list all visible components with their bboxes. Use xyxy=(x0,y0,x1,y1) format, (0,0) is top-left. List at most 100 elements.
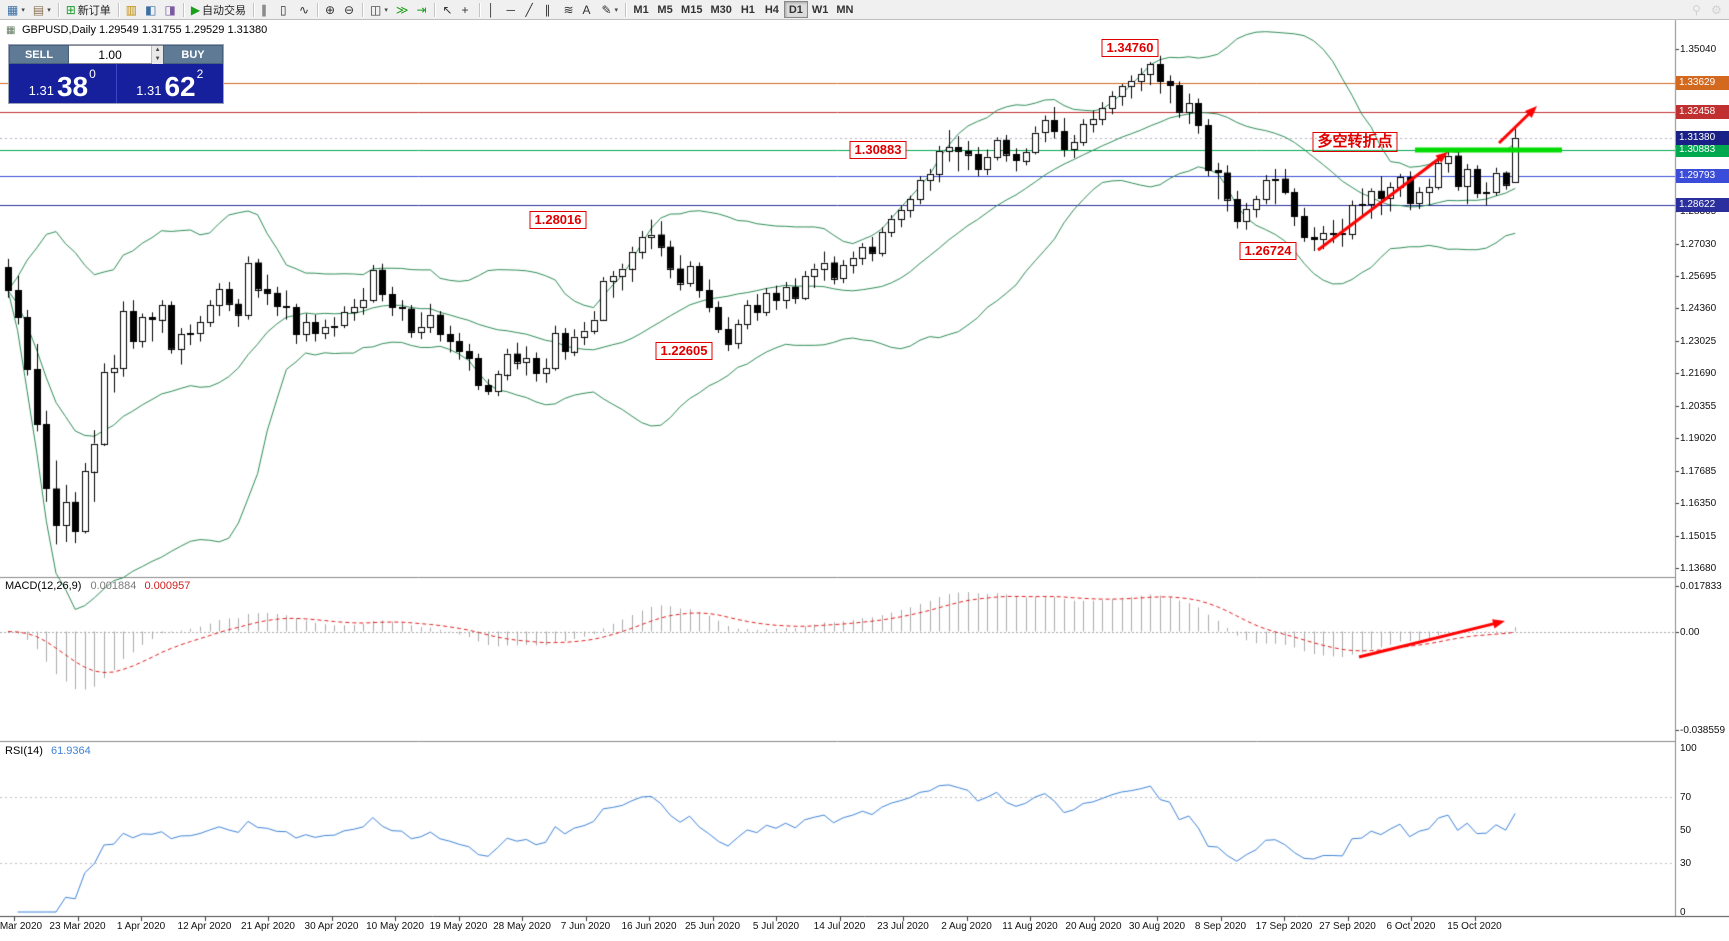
timeframe-m15-button-label: M15 xyxy=(681,3,703,16)
spin-up-icon[interactable]: ▲ xyxy=(152,46,163,55)
zoom-in-button[interactable]: ⊕ xyxy=(321,1,340,18)
sell-price-sup: 0 xyxy=(89,67,96,81)
auto-scroll-button[interactable]: ≫ xyxy=(392,1,413,18)
time-axis-label: 23 Mar 2020 xyxy=(49,921,106,932)
timeframe-m15-button[interactable]: M15 xyxy=(677,1,706,18)
text-annotation[interactable]: 多空转折点 xyxy=(1312,132,1398,152)
spin-down-icon[interactable]: ▼ xyxy=(152,55,163,64)
timeframe-h1-button-label: H1 xyxy=(740,3,755,16)
search-button[interactable]: ⚲ xyxy=(1688,1,1707,18)
volume-spinner[interactable]: ▲ ▼ xyxy=(151,46,163,64)
equidistant-channel-button[interactable]: ∥ xyxy=(540,1,559,18)
candle-chart-icon: ▯ xyxy=(280,2,287,17)
text-tool-icon: A xyxy=(582,2,591,17)
time-axis-label: 7 Jun 2020 xyxy=(560,921,611,932)
timeframe-h1-button[interactable]: H1 xyxy=(736,1,760,18)
toolbar-separator xyxy=(479,2,481,17)
timeframe-m30-button[interactable]: M30 xyxy=(706,1,735,18)
toolbar-separator xyxy=(362,2,364,17)
timeframe-mn-button[interactable]: MN xyxy=(832,1,857,18)
chart-shift-button[interactable]: ⇥ xyxy=(412,1,431,18)
time-axis-label: 10 May 2020 xyxy=(366,921,424,932)
arrows-tool-button[interactable]: ✎ ▾ xyxy=(597,1,622,18)
price-axis-badge: 1.29793 xyxy=(1676,169,1729,184)
timeframe-mn-button-label: MN xyxy=(836,3,854,16)
price-label-annotation[interactable]: 1.28016 xyxy=(529,211,587,229)
time-axis-label: 12 Apr 2020 xyxy=(177,921,232,932)
vertical-line-icon: │ xyxy=(487,2,495,17)
fibonacci-button[interactable]: ≋ xyxy=(559,1,578,18)
time-axis-label: 20 Aug 2020 xyxy=(1065,921,1122,932)
price-label-annotation[interactable]: 1.30883 xyxy=(849,141,907,159)
new-order-button[interactable]: ⊞ 新订单 xyxy=(62,1,115,18)
buy-button[interactable]: BUY xyxy=(163,45,223,64)
rsi-axis-tick: 100 xyxy=(1680,743,1697,754)
horizontal-line-icon: ─ xyxy=(506,2,515,17)
trendline-button[interactable]: ╱ xyxy=(521,1,540,18)
time-axis-label: 8 Sep 2020 xyxy=(1194,921,1247,932)
search-icon: ⚲ xyxy=(1692,2,1701,17)
rsi-axis-tick: 70 xyxy=(1680,792,1692,804)
toolbar-separator xyxy=(434,2,436,17)
market-watch-icon: ▥ xyxy=(125,2,138,17)
buy-price-big: 62 xyxy=(164,71,196,103)
line-chart-button[interactable]: ∿ xyxy=(295,1,314,18)
toolbar-separator xyxy=(317,2,319,17)
price-axis-badge: 1.28622 xyxy=(1676,197,1729,212)
rsi-indicator-label: RSI(14) 61.9364 xyxy=(5,745,91,757)
profiles-button[interactable]: ▤ ▾ xyxy=(29,1,55,18)
sell-price-display[interactable]: 1.31 38 0 xyxy=(9,64,117,103)
new-chart-button[interactable]: ▦ ▾ xyxy=(3,1,29,18)
crosshair-button[interactable]: + xyxy=(457,1,476,18)
time-axis-label: 1 Apr 2020 xyxy=(116,921,166,932)
text-tool-button[interactable]: A xyxy=(578,1,597,18)
zoom-in-icon: ⊕ xyxy=(325,2,336,17)
rsi-axis-tick: 30 xyxy=(1680,857,1692,869)
settings-button[interactable]: ⚙ xyxy=(1707,1,1726,18)
price-axis-tick: 1.19020 xyxy=(1680,433,1717,445)
price-axis-tick: 1.21690 xyxy=(1680,368,1717,380)
vertical-line-button[interactable]: │ xyxy=(483,1,502,18)
volume-field: ▲ ▼ xyxy=(69,45,163,64)
macd-main-value: 0.001884 xyxy=(90,580,137,592)
macd-axis-tick: 0.017833 xyxy=(1680,580,1722,592)
navigator-button[interactable]: ◨ xyxy=(160,1,179,18)
sell-button[interactable]: SELL xyxy=(9,45,69,64)
zoom-out-button[interactable]: ⊖ xyxy=(340,1,359,18)
price-label-annotation[interactable]: 1.34760 xyxy=(1101,39,1159,57)
time-axis-label: 17 Sep 2020 xyxy=(1255,921,1313,932)
buy-price-display[interactable]: 1.31 62 2 xyxy=(117,64,224,103)
timeframe-h4-button[interactable]: H4 xyxy=(760,1,784,18)
horizontal-line-button[interactable]: ─ xyxy=(502,1,521,18)
market-watch-button[interactable]: ▥ xyxy=(122,1,141,18)
cursor-button[interactable]: ↖ xyxy=(438,1,457,18)
one-click-trading-widget: SELL ▲ ▼ BUY 1.31 38 0 1.31 62 2 xyxy=(8,44,224,104)
dropdown-arrow-icon: ▾ xyxy=(47,6,51,14)
timeframe-w1-button-label: W1 xyxy=(811,3,829,16)
autotrade-button[interactable]: ▶ 自动交易 xyxy=(187,1,250,18)
time-axis-label: 11 Aug 2020 xyxy=(1002,921,1058,932)
timeframe-m5-button[interactable]: M5 xyxy=(653,1,677,18)
buy-price-main: 1.31 xyxy=(136,83,162,99)
price-axis-badge: 1.33629 xyxy=(1676,76,1729,91)
toolbar-separator xyxy=(182,2,184,17)
timeframe-m5-button-label: M5 xyxy=(657,3,673,16)
price-label-annotation[interactable]: 1.26724 xyxy=(1239,242,1297,260)
bar-chart-button[interactable]: ∥ xyxy=(257,1,276,18)
toolbar: ▦ ▾ ▤ ▾ ⊞ 新订单 ▥ ◧ ◨ ▶ 自动交易 ∥ ▯ ∿ ⊕ ⊖ ◫ ▾ ≫ ⇥ ↖ + │ ─ ╱ ∥ ≋ A ✎ ▾ M1 M5 M… xyxy=(0,0,1729,20)
timeframe-d1-button-label: D1 xyxy=(788,3,803,16)
data-window-button[interactable]: ◧ xyxy=(141,1,160,18)
candle-chart-button[interactable]: ▯ xyxy=(276,1,295,18)
timeframe-m1-button-label: M1 xyxy=(633,3,649,16)
timeframe-w1-button[interactable]: W1 xyxy=(808,1,833,18)
timeframe-d1-button[interactable]: D1 xyxy=(783,1,808,18)
tile-windows-button[interactable]: ◫ ▾ xyxy=(366,1,392,18)
time-axis-label: 16 Jun 2020 xyxy=(621,921,677,932)
price-axis-tick: 1.27030 xyxy=(1680,238,1717,250)
timeframe-m1-button[interactable]: M1 xyxy=(629,1,653,18)
time-axis-label: 2 Aug 2020 xyxy=(941,921,992,932)
navigator-icon: ◨ xyxy=(164,2,176,17)
volume-input[interactable] xyxy=(69,46,152,63)
price-label-annotation[interactable]: 1.22605 xyxy=(655,342,713,360)
sell-price-big: 38 xyxy=(56,71,89,103)
